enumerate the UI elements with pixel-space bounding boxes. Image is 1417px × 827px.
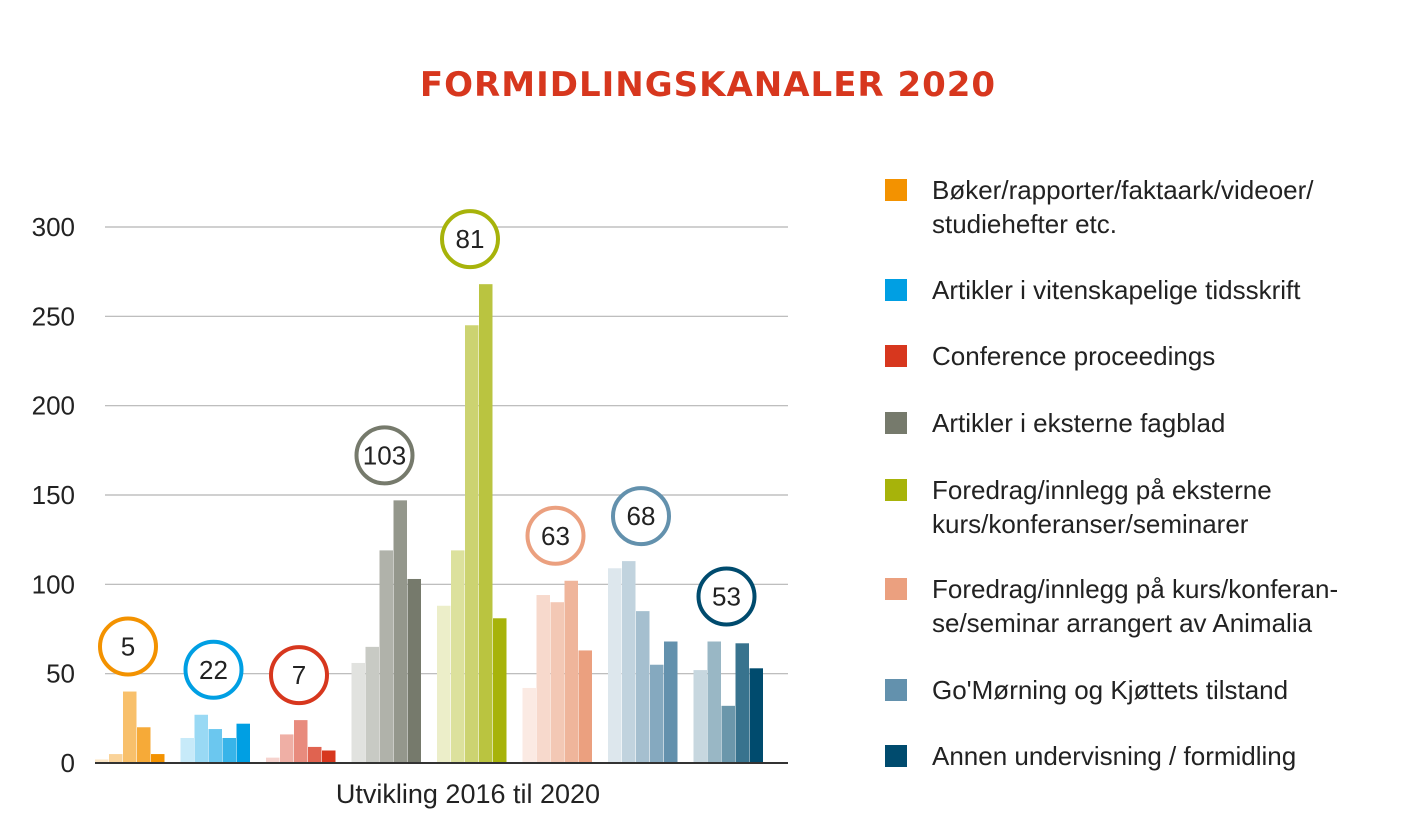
legend-label: se/seminar arrangert av Animalia	[932, 608, 1313, 638]
value-badge-circle	[611, 486, 671, 547]
value-badge-label: 5	[121, 632, 135, 662]
bar	[322, 750, 336, 763]
bars	[95, 284, 763, 763]
bar	[294, 720, 308, 763]
value-badge-label: 81	[456, 224, 485, 254]
bar	[721, 705, 735, 763]
y-axis-ticks: 0 50 100 150 200 250 300	[32, 212, 75, 778]
value-badge-circle	[440, 209, 500, 270]
bar	[208, 729, 222, 763]
bar	[650, 664, 664, 763]
bar	[493, 618, 507, 763]
legend-label: studiehefter etc.	[932, 209, 1117, 239]
legend-label: Conference proceedings	[932, 341, 1215, 371]
bar	[393, 500, 407, 763]
bar	[693, 670, 707, 763]
bar	[578, 650, 592, 763]
legend-swatch	[885, 479, 907, 501]
bar	[735, 643, 749, 763]
legend-swatch	[885, 179, 907, 201]
y-tick-label: 100	[32, 569, 75, 599]
bar	[280, 734, 294, 763]
legend-label: Artikler i eksterne fagblad	[932, 408, 1225, 438]
bar	[180, 737, 194, 763]
bar	[407, 578, 421, 763]
y-tick-label: 250	[32, 301, 75, 331]
value-badge-label: 63	[541, 521, 570, 551]
legend-label: Go'Mørning og Kjøttets tilstand	[932, 675, 1288, 705]
bar	[522, 687, 536, 763]
legend-swatch	[885, 412, 907, 434]
bar	[109, 754, 123, 763]
legend-label: Foredrag/innlegg på eksterne	[932, 475, 1272, 505]
legend-swatch	[885, 345, 907, 367]
bar	[379, 550, 393, 763]
bar	[137, 727, 151, 763]
bar	[351, 662, 365, 763]
value-badge-label: 103	[363, 440, 406, 470]
legend-label: Bøker/rapporter/faktaark/videoer/	[932, 175, 1314, 205]
legend-swatch	[885, 745, 907, 767]
value-badge-circle	[183, 639, 244, 700]
legend-swatch	[885, 279, 907, 301]
bar	[95, 759, 109, 763]
value-badge-label: 53	[712, 582, 741, 612]
y-tick-label: 300	[32, 212, 75, 242]
y-tick-label: 0	[61, 748, 75, 778]
bar	[437, 605, 451, 763]
value-badge-circle	[696, 566, 757, 627]
bar	[608, 568, 622, 763]
value-badge-label: 7	[292, 660, 306, 690]
bar	[479, 284, 493, 763]
bar	[123, 691, 137, 763]
bar	[636, 611, 650, 763]
legend-label: kurs/konferanser/seminarer	[932, 509, 1249, 539]
bar	[664, 641, 678, 763]
legend-swatch	[885, 578, 907, 600]
chart-title: FORMIDLINGSKANALER 2020	[420, 65, 996, 105]
value-badge-circle	[354, 425, 415, 486]
legend-label: Foredrag/innlegg på kurs/konferan-	[932, 574, 1338, 604]
bar	[266, 757, 280, 763]
bar	[222, 737, 236, 763]
value-badge-circle	[98, 616, 158, 677]
legend-label: Artikler i vitenskapelige tidsskrift	[932, 275, 1301, 305]
bar	[564, 580, 578, 763]
value-badge-label: 22	[199, 655, 228, 685]
bar	[707, 641, 721, 763]
y-tick-label: 200	[32, 391, 75, 421]
bar	[365, 646, 379, 763]
value-badges: 5 22 7 103 81 63 68 53	[98, 209, 757, 706]
legend: Bøker/rapporter/faktaark/videoer/studieh…	[885, 175, 1338, 771]
bar	[194, 714, 208, 763]
bar	[550, 602, 564, 763]
legend-label: Annen undervisning / formidling	[932, 741, 1296, 771]
value-badge-label: 68	[627, 501, 656, 531]
value-badge-circle	[269, 645, 329, 706]
bar	[308, 746, 322, 763]
bar	[465, 325, 479, 763]
legend-swatch	[885, 679, 907, 701]
bar	[536, 595, 550, 763]
bar	[151, 754, 165, 763]
x-axis-label: Utvikling 2016 til 2020	[336, 779, 600, 809]
bar	[451, 550, 465, 763]
bar	[622, 561, 636, 763]
value-badge-circle	[525, 505, 586, 566]
y-tick-label: 50	[46, 659, 75, 689]
bar	[749, 668, 763, 763]
bar	[236, 723, 250, 763]
y-tick-label: 150	[32, 480, 75, 510]
